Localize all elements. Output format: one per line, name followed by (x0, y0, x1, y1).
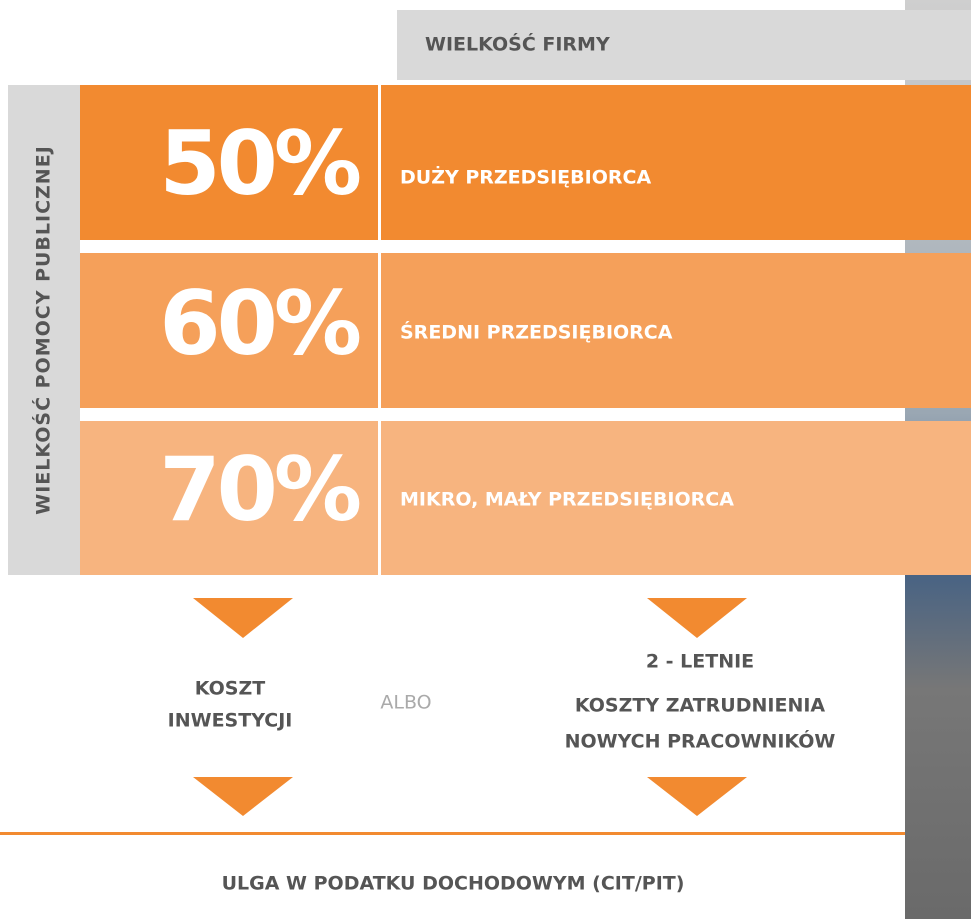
row-right (381, 421, 971, 575)
arrow (193, 598, 293, 638)
right-option: KOSZTY ZATRUDNIENIA (575, 695, 826, 717)
right-title: 2 - LETNIE (646, 651, 754, 673)
connector: ALBO (380, 692, 431, 714)
left-option: INWESTYCJI (168, 710, 293, 732)
percent: 50% (159, 112, 359, 215)
header-box (397, 10, 971, 80)
row-left (80, 421, 378, 575)
arrow (647, 598, 747, 638)
arrow (193, 777, 293, 816)
row-left (80, 253, 378, 408)
arrow (647, 777, 747, 816)
side-box (8, 85, 80, 575)
row-label: ŚREDNI PRZEDSIĘBIORCA (400, 320, 673, 344)
row-right (381, 253, 971, 408)
side-label: WIELKOŚĆ POMOCY PUBLICZNEJ (31, 145, 55, 515)
footer: ULGA W PODATKU DOCHODOWYM (CIT/PIT) (222, 873, 685, 895)
header: WIELKOŚĆ FIRMY (425, 32, 610, 56)
row-right (381, 85, 971, 240)
left-option: KOSZT (195, 678, 265, 700)
row-label: DUŻY PRZEDSIĘBIORCA (400, 165, 651, 189)
percent: 60% (159, 272, 359, 375)
percent: 70% (159, 438, 359, 541)
divider (0, 832, 905, 835)
right-option: NOWYCH PRACOWNIKÓW (565, 729, 836, 753)
row-left (80, 85, 378, 240)
row-label: MIKRO, MAŁY PRZEDSIĘBIORCA (400, 489, 734, 511)
